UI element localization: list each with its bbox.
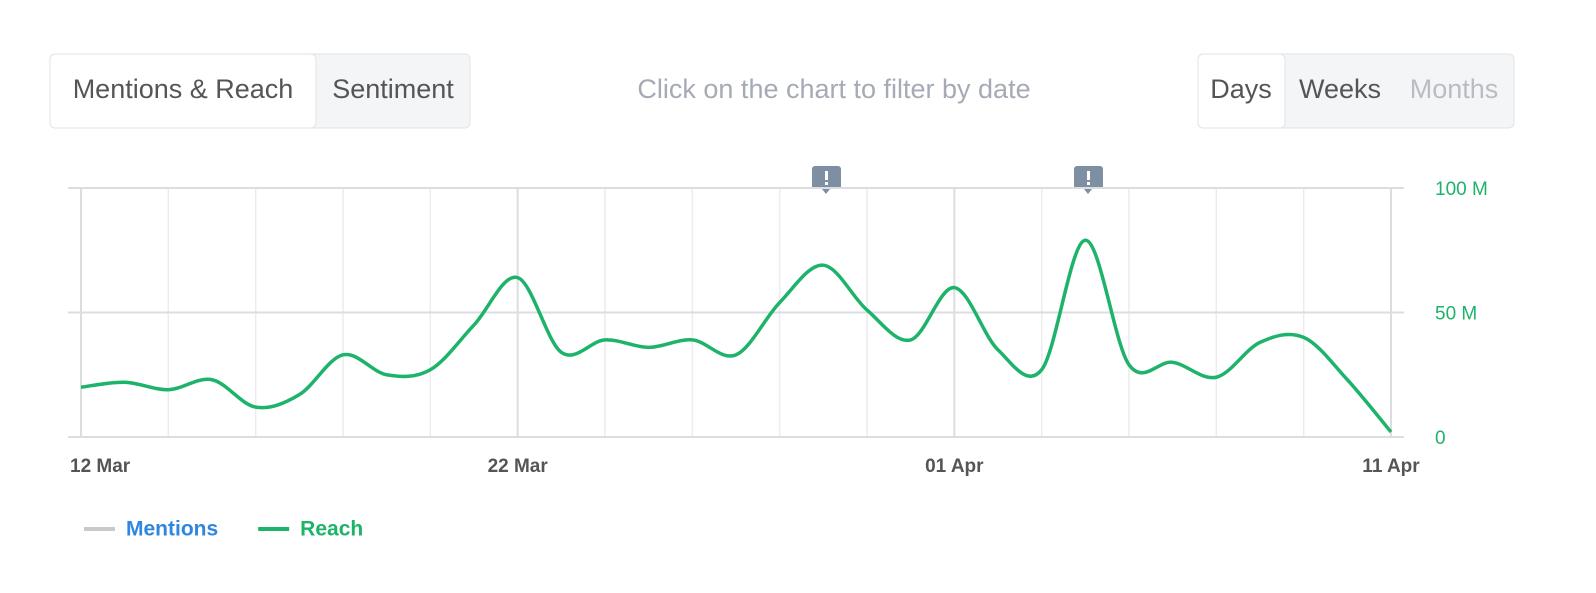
hint: Click on the chart to filter by date <box>637 74 1030 104</box>
legend-label[interactable]: Mentions <box>126 518 218 541</box>
tab[interactable]: Mentions & Reach <box>73 74 294 104</box>
y-tick-label: 50 M <box>1435 304 1477 325</box>
period[interactable]: Days <box>1210 74 1272 104</box>
x-tick-label: 12 Mar <box>70 456 131 477</box>
annotation-marker[interactable] <box>812 166 841 194</box>
chart[interactable]: 0 50 M 100 M 12 Mar 22 Mar 01 Apr 11 Apr Mentio… <box>68 179 1488 541</box>
x-tick-label: 01 Apr <box>925 456 984 477</box>
x-tick-label: 22 Mar <box>488 456 549 477</box>
x-tick-label: 11 Apr <box>1362 456 1420 477</box>
period-active[interactable] <box>1197 53 1286 129</box>
period[interactable]: Months <box>1410 74 1499 104</box>
legend-label[interactable]: Reach <box>300 518 363 541</box>
y-tick-label: 100 M <box>1435 179 1488 200</box>
series-line <box>80 238 1393 434</box>
tab-active[interactable] <box>49 53 317 129</box>
annotation-marker[interactable] <box>1074 166 1103 194</box>
period[interactable]: Weeks <box>1299 74 1381 104</box>
y-tick-label: 0 <box>1435 428 1446 449</box>
tab[interactable]: Sentiment <box>332 74 454 104</box>
